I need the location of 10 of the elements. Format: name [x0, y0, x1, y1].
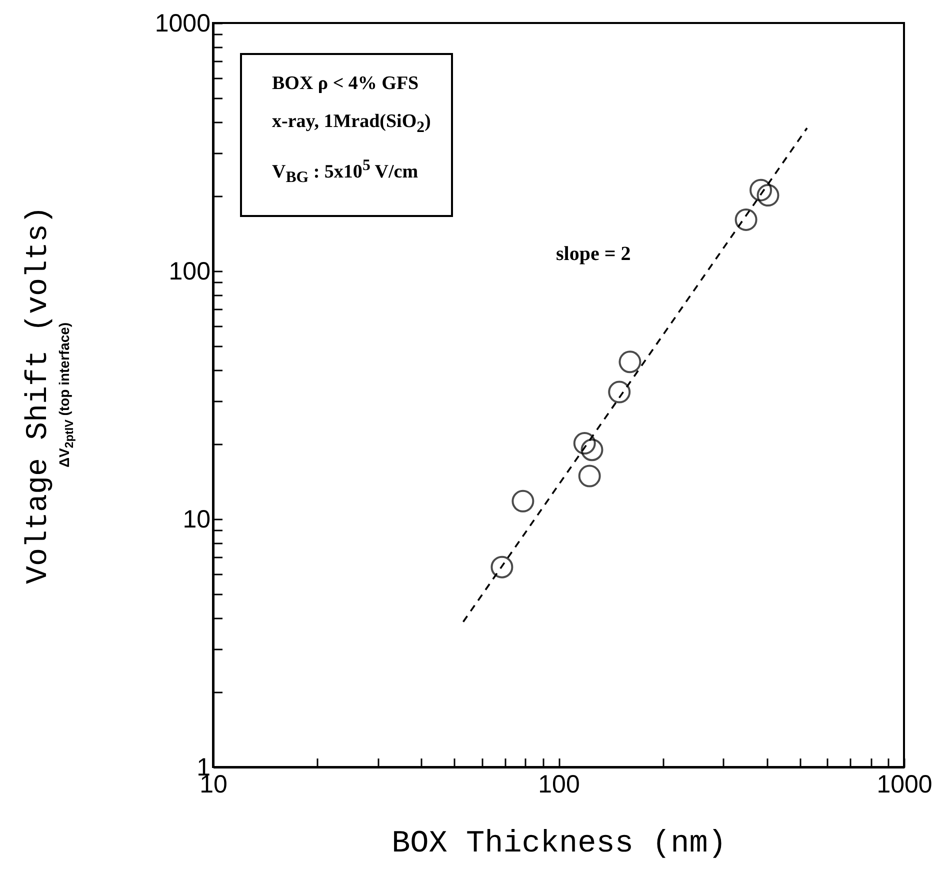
annotation: x-ray, 1Mrad(SiO$_{2}$): [272, 110, 431, 138]
x-tick-label: 1000: [876, 770, 932, 798]
y-tick-label: 10: [182, 506, 210, 534]
x-axis-title: BOX Thickness (nm): [392, 826, 726, 862]
annotation: BOX ρ < 4% GFS: [272, 72, 420, 96]
x-tick-label: 100: [538, 770, 580, 798]
y-tick-label: 100: [168, 258, 210, 286]
annotation: slope = 2: [556, 243, 631, 266]
annotation: V$_{BG}$ : 5x10$^{5}$ V/cm: [272, 156, 420, 188]
y-tick-label: 1000: [154, 10, 210, 38]
